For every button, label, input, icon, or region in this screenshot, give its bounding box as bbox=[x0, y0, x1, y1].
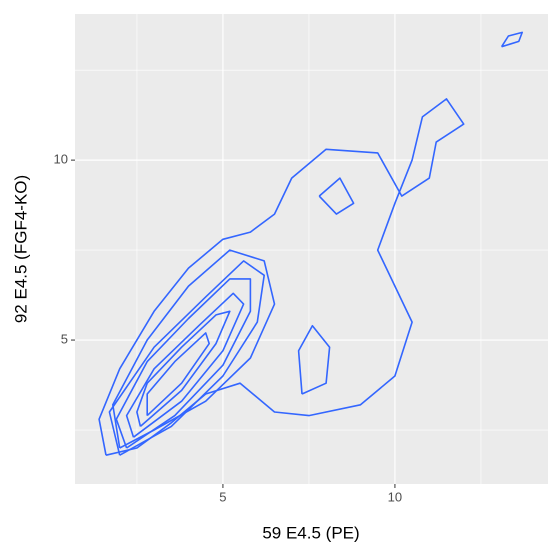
contour-line bbox=[112, 249, 276, 449]
contour-line bbox=[115, 278, 252, 449]
contour-line bbox=[108, 260, 265, 456]
y-tick-label: 5 bbox=[61, 331, 68, 346]
contour-line bbox=[318, 177, 355, 215]
contour-line bbox=[136, 310, 231, 428]
x-tick-label: 5 bbox=[219, 489, 226, 504]
contour-line bbox=[98, 98, 465, 456]
x-axis-title: 59 E4.5 (PE) bbox=[262, 523, 359, 542]
contour-line bbox=[500, 31, 523, 48]
contour-line bbox=[125, 292, 245, 438]
x-tick-label: 10 bbox=[388, 489, 402, 504]
y-axis-title: 92 E4.5 (FGF4-KO) bbox=[11, 175, 30, 323]
panel bbox=[75, 14, 548, 484]
contour-line bbox=[146, 332, 210, 417]
contour-line bbox=[297, 324, 331, 395]
y-tick-label: 10 bbox=[54, 152, 68, 167]
